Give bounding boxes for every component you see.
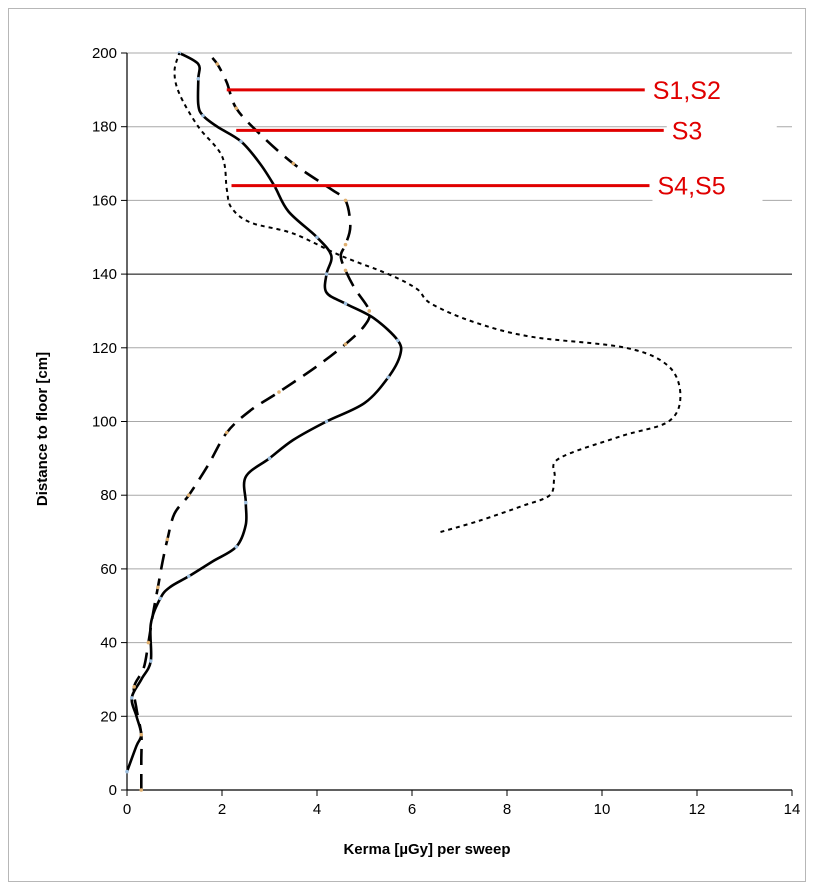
callout-label: S4,S5: [658, 173, 726, 201]
data-point: [234, 106, 239, 111]
data-point: [343, 268, 348, 273]
y-tick-label: 120: [92, 340, 117, 357]
data-point: [125, 769, 129, 774]
data-point: [343, 198, 348, 203]
data-point: [196, 76, 201, 81]
data-point: [367, 309, 372, 313]
data-point: [148, 659, 153, 663]
chart-frame: 0 20 40 60 80 100 120 140 160 180 200 0 2 4 6 8 10 12 14 S…: [8, 8, 806, 882]
data-point: [146, 640, 151, 645]
tick-labels: 0 20 40 60 80 100 120 140 160 180 200 0 2 4 6 8 10 12 14: [92, 45, 800, 818]
kerma-distance-chart: 0 20 40 60 80 100 120 140 160 180 200 0 2 4 6 8 10 12 14 S…: [34, 45, 800, 858]
data-point: [343, 242, 348, 247]
series-line-dotted: [173, 52, 682, 533]
callout-label: S3: [672, 117, 703, 145]
axes: [121, 52, 793, 796]
y-tick-label: 100: [92, 414, 117, 431]
callout-label: S1,S2: [653, 77, 721, 105]
x-tick-label: 4: [313, 801, 321, 818]
data-point: [158, 596, 163, 601]
series-callouts: S1,S2 S3 S4,S5: [226, 67, 777, 204]
data-point: [165, 537, 170, 542]
y-tick-label: 20: [100, 708, 117, 725]
data-point: [186, 574, 191, 579]
series-line-solid: [125, 51, 403, 773]
x-tick-label: 0: [123, 801, 131, 818]
y-tick-label: 80: [100, 487, 117, 504]
series-line-dashed: [132, 52, 372, 790]
y-tick-label: 0: [109, 782, 117, 799]
y-tick-label: 180: [92, 119, 117, 136]
data-point: [186, 493, 191, 498]
data-point: [267, 456, 272, 461]
callout-label-bg: [652, 163, 763, 204]
data-point: [215, 62, 220, 66]
y-tick-label: 140: [92, 266, 117, 283]
y-tick-label: 40: [100, 635, 117, 652]
data-point: [139, 732, 144, 737]
data-point: [224, 430, 229, 435]
callout-label-bg: [647, 67, 758, 108]
data-point: [386, 375, 391, 380]
x-tick-label: 2: [218, 801, 226, 818]
data-point: [139, 788, 144, 792]
data-point: [343, 342, 348, 346]
x-tick-label: 10: [594, 801, 611, 818]
data-series: [125, 51, 682, 792]
data-point: [243, 500, 248, 505]
data-point: [291, 161, 296, 166]
data-point: [239, 139, 243, 144]
data-point: [315, 235, 319, 240]
data-point: [201, 113, 205, 118]
data-point: [277, 390, 281, 394]
data-point: [324, 272, 329, 276]
y-tick-label: 200: [92, 45, 117, 62]
x-tick-label: 8: [503, 801, 511, 818]
data-point: [324, 419, 329, 424]
y-tick-label: 160: [92, 192, 117, 209]
data-point: [129, 696, 134, 700]
data-point: [132, 685, 136, 689]
data-point: [395, 338, 400, 343]
x-tick-label: 6: [408, 801, 416, 818]
callout-label-bg: [666, 108, 777, 149]
y-tick-label: 60: [100, 561, 117, 578]
data-point: [343, 301, 348, 306]
data-point: [234, 544, 239, 549]
grid-lines: [127, 52, 792, 717]
x-tick-label: 12: [689, 801, 706, 818]
x-tick-label: 14: [784, 801, 801, 818]
x-axis-title: Kerma [µGy] per sweep: [343, 841, 510, 858]
y-axis-title: Distance to floor [cm]: [34, 352, 51, 506]
data-point: [156, 585, 160, 590]
